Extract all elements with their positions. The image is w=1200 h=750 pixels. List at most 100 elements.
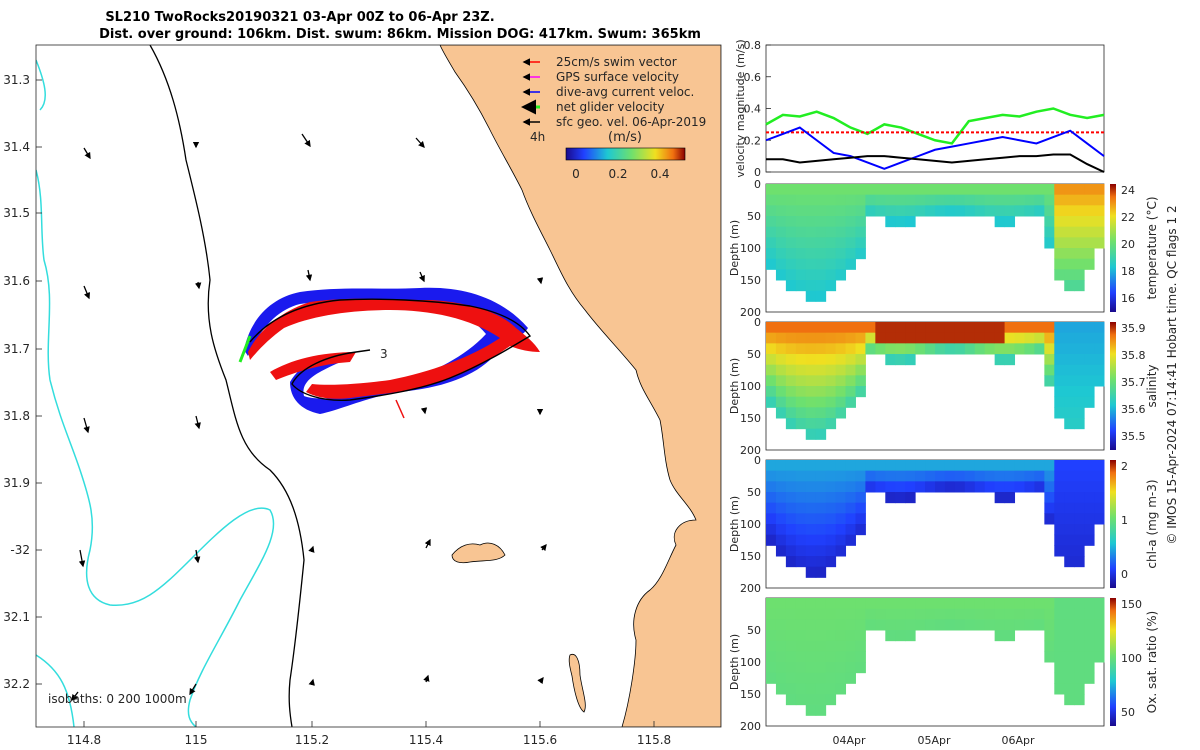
section-cell [795, 556, 807, 568]
section-cell [1054, 205, 1065, 217]
section-cell [994, 343, 1006, 355]
section-cell [1044, 651, 1055, 663]
section-cell [905, 343, 916, 355]
map-y-tick-label: 31.6 [3, 274, 30, 288]
section-cell [1054, 364, 1065, 376]
section-cell [1064, 258, 1075, 270]
track-end-label: 3 [380, 347, 388, 361]
section-cell [1074, 608, 1085, 620]
section-cell [815, 662, 827, 674]
section-cell [815, 226, 827, 238]
section-cell [775, 619, 787, 631]
map-x-tick-label: 115.4 [409, 733, 443, 747]
section-cell [1084, 672, 1095, 684]
section-cell [775, 205, 787, 217]
copyright-text: © IMOS 15-Apr-2024 07:14:41 Hobart time.… [1165, 205, 1179, 545]
velocity-series-line [765, 126, 1105, 170]
section-cell [1064, 492, 1075, 504]
section-cell [835, 407, 847, 419]
section-cell [1074, 694, 1085, 706]
map-frame [35, 44, 722, 728]
section-cell [944, 184, 956, 196]
section-cell [775, 194, 787, 206]
section-cell [1074, 502, 1085, 514]
section-y-tick-label: 200 [740, 720, 761, 733]
section-cell [805, 630, 817, 642]
section-cell [855, 513, 866, 525]
section-cell [1074, 226, 1085, 238]
section-cell [1074, 418, 1085, 430]
section-cell [1044, 460, 1055, 472]
section-cell [905, 194, 916, 206]
section-cell [795, 694, 807, 706]
section-cell [925, 332, 936, 344]
section-cell [865, 322, 876, 334]
section-cell [1064, 534, 1075, 546]
section-cell [845, 651, 856, 663]
section-cell [785, 492, 797, 504]
section-cell [984, 481, 996, 493]
section-cell [954, 481, 966, 493]
section-cell [895, 470, 906, 482]
colorbar-ticks: 0 0.2 0.4 [572, 167, 669, 181]
section-cell [805, 216, 817, 228]
section-cell [1094, 460, 1105, 472]
section-colorbar-tick-label: 22 [1121, 211, 1135, 224]
section-cell [994, 354, 1006, 366]
section-cell [785, 470, 797, 482]
section-cell [1004, 470, 1016, 482]
section-cell [795, 343, 807, 355]
section-cell [825, 683, 837, 695]
section-cell [964, 608, 976, 620]
section-cell [766, 619, 777, 631]
isobaths-label: isobaths: 0 200 1000m [48, 692, 187, 706]
section-colorbar-tick-label: 24 [1121, 184, 1135, 197]
section-cell [865, 619, 876, 631]
section-cell [1074, 524, 1085, 536]
section-cell [1084, 354, 1095, 366]
section-cell [905, 492, 916, 504]
section-cell [855, 364, 866, 376]
section-cell [766, 354, 777, 366]
section-cell [835, 619, 847, 631]
section-cell [1024, 619, 1035, 631]
section-cell [775, 364, 787, 376]
section-cell [1004, 630, 1016, 642]
section-cell [845, 237, 856, 249]
section-cell [845, 194, 856, 206]
section-cell [815, 502, 827, 514]
section-cell [1004, 184, 1016, 196]
section-cell [766, 513, 777, 525]
section-cell [915, 608, 926, 620]
section-cell [1074, 534, 1085, 546]
sfc-geo-vectors [71, 133, 547, 702]
section-y-tick-label: 150 [740, 550, 761, 563]
section-cell [785, 545, 797, 557]
section-cell [825, 396, 837, 408]
section-cell [935, 481, 946, 493]
section-cell [915, 481, 926, 493]
section-cell [1064, 630, 1075, 642]
section-cell [835, 194, 847, 206]
section-cell [805, 205, 817, 217]
section-cell [1024, 608, 1035, 620]
section-cell [845, 216, 856, 228]
section-cell [1024, 598, 1035, 610]
section-cell [785, 608, 797, 620]
section-cell [785, 460, 797, 472]
section-cell [785, 619, 797, 631]
section-cell [855, 248, 866, 260]
section-cell [775, 502, 787, 514]
section-cell [944, 470, 956, 482]
section-cell [1074, 683, 1085, 695]
section-cell [1054, 651, 1065, 663]
section-cell [1084, 364, 1095, 376]
section-cell [895, 205, 906, 217]
section-cell [1044, 226, 1055, 238]
section-cell [905, 630, 916, 642]
section-cell [1044, 343, 1055, 355]
section-cell [1024, 481, 1035, 493]
section-cell [785, 640, 797, 652]
section-cell [954, 619, 966, 631]
section-cell [855, 619, 866, 631]
